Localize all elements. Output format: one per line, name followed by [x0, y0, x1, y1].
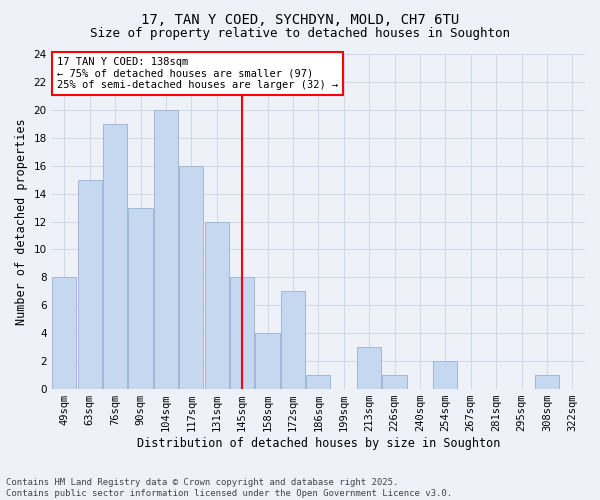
Bar	[154, 110, 178, 389]
Bar	[433, 361, 457, 389]
Text: Size of property relative to detached houses in Soughton: Size of property relative to detached ho…	[90, 28, 510, 40]
Bar	[382, 375, 407, 389]
Bar	[281, 292, 305, 389]
Bar	[357, 347, 381, 389]
Bar	[128, 208, 152, 389]
Bar	[535, 375, 559, 389]
Bar	[205, 222, 229, 389]
Bar	[77, 180, 102, 389]
Text: Contains HM Land Registry data © Crown copyright and database right 2025.
Contai: Contains HM Land Registry data © Crown c…	[6, 478, 452, 498]
Y-axis label: Number of detached properties: Number of detached properties	[15, 118, 28, 325]
Bar	[230, 278, 254, 389]
X-axis label: Distribution of detached houses by size in Soughton: Distribution of detached houses by size …	[137, 437, 500, 450]
Bar	[256, 333, 280, 389]
Text: 17 TAN Y COED: 138sqm
← 75% of detached houses are smaller (97)
25% of semi-deta: 17 TAN Y COED: 138sqm ← 75% of detached …	[57, 57, 338, 90]
Bar	[306, 375, 331, 389]
Bar	[179, 166, 203, 389]
Text: 17, TAN Y COED, SYCHDYN, MOLD, CH7 6TU: 17, TAN Y COED, SYCHDYN, MOLD, CH7 6TU	[141, 12, 459, 26]
Bar	[52, 278, 76, 389]
Bar	[103, 124, 127, 389]
